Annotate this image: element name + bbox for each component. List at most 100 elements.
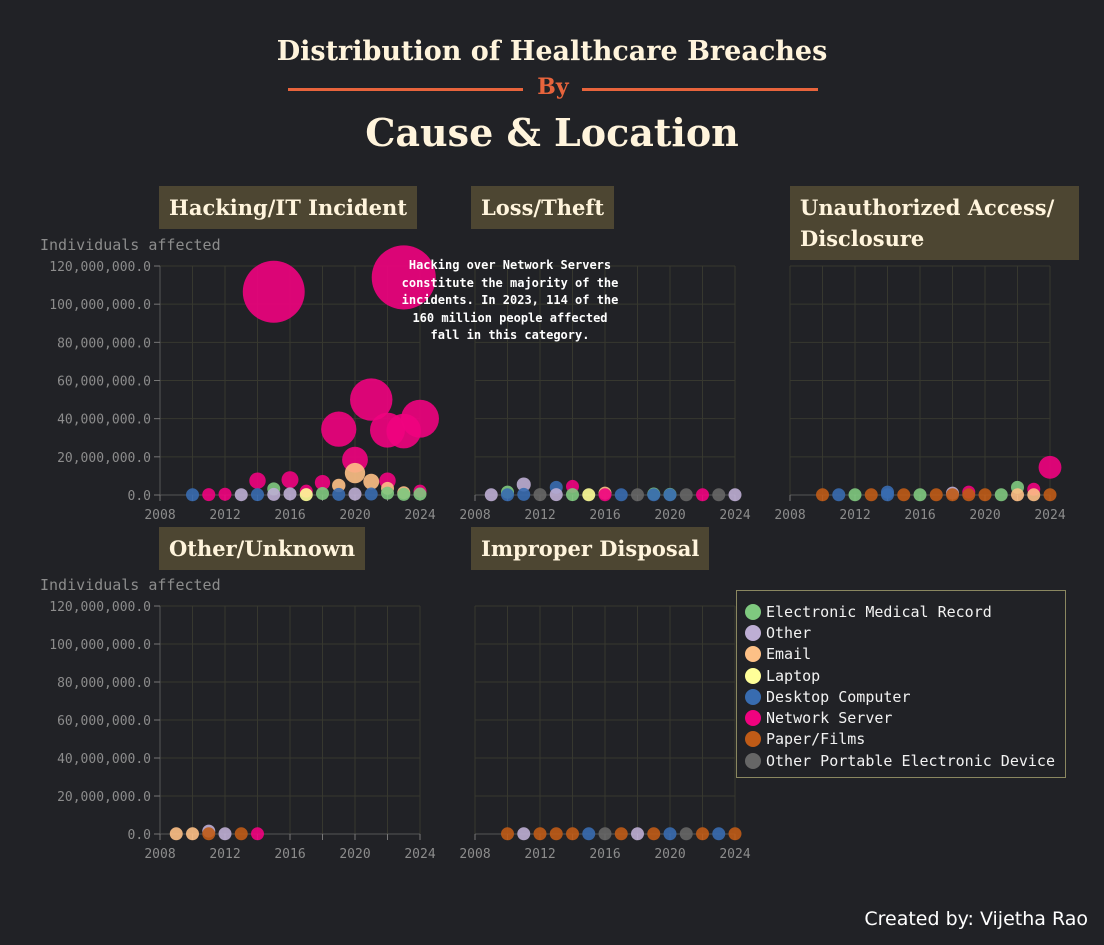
data-point-electronic-medical-record [566, 488, 579, 502]
data-point-other [283, 487, 297, 501]
legend-item-laptop: Laptop [745, 665, 1057, 686]
y-tick-label: 120,000,000.0 [49, 260, 151, 275]
x-tick-label: 2024 [719, 508, 750, 523]
data-point-desktop-computer [647, 488, 661, 502]
data-point-desktop-computer [614, 488, 628, 502]
data-point-paper-films [816, 488, 829, 502]
legend-label: Electronic Medical Record [766, 602, 992, 621]
data-point-desktop-computer [832, 488, 846, 502]
legend-label: Email [766, 645, 812, 664]
data-point-desktop-computer [501, 488, 514, 502]
data-point-paper-films [978, 488, 992, 502]
data-point-electronic-medical-record [381, 486, 394, 500]
y-tick-label: 60,000,000.0 [57, 375, 151, 390]
y-tick-label: 80,000,000.0 [57, 336, 151, 351]
data-point-desktop-computer [364, 487, 378, 501]
data-point-network-server [321, 411, 357, 447]
data-point-desktop-computer [663, 827, 677, 841]
panel-title-improper-disposal: Improper Disposal [471, 527, 710, 570]
chart-title-line1: Distribution of Healthcare Breaches [276, 36, 828, 67]
legend-label: Desktop Computer [766, 687, 911, 706]
panel-hacking-it-incident: 2008 2012 2016 2020 2024 0.0 20,000,000.0 40,00… [40, 236, 439, 523]
data-point-paper-films [647, 827, 661, 841]
data-point-network-server [1038, 455, 1062, 479]
data-point-desktop-computer [663, 488, 677, 502]
y-tick-label: 100,000,000.0 [49, 298, 151, 313]
data-point-network-server [249, 472, 266, 489]
legend-swatch [745, 667, 761, 684]
data-point-network-server [281, 471, 299, 489]
y-tick-label: 20,000,000.0 [57, 451, 151, 466]
data-point-desktop-computer [332, 487, 346, 501]
x-tick-label: 2008 [144, 508, 175, 523]
panel-loss-theft: 2008 2012 2016 2020 2024 [459, 265, 751, 523]
x-tick-label: 2016 [904, 508, 935, 523]
data-point-paper-films [929, 488, 943, 502]
legend-item-paper-films: Paper/Films [745, 729, 1057, 750]
divider-right-rule [582, 88, 818, 91]
data-point-electronic-medical-record [913, 488, 927, 502]
y-tick-label: 80,000,000.0 [57, 676, 151, 691]
x-tick-label: 2012 [209, 508, 240, 523]
x-tick-label: 2012 [524, 508, 555, 523]
annotation-note: Hacking over Network Servers constitute … [401, 258, 619, 342]
legend-item-electronic-medical-record: Electronic Medical Record [745, 601, 1057, 622]
x-tick-label: 2020 [339, 847, 370, 862]
data-point-electronic-medical-record [848, 488, 862, 502]
data-point-email [169, 827, 183, 841]
data-point-electronic-medical-record [397, 487, 411, 501]
legend-item-desktop-computer: Desktop Computer [745, 686, 1057, 707]
data-point-paper-films [1043, 488, 1057, 502]
data-point-network-server [202, 488, 216, 502]
legend-swatch [745, 646, 761, 663]
data-point-other-portable-electronic-device [712, 488, 726, 502]
data-point-paper-films [864, 488, 878, 502]
data-point-network-server [218, 487, 232, 501]
data-point-desktop-computer [881, 488, 894, 502]
data-point-desktop-computer [582, 827, 596, 841]
x-tick-label: 2008 [774, 508, 805, 523]
data-point-other [484, 488, 498, 502]
data-point-other [218, 827, 232, 841]
x-tick-label: 2024 [1034, 508, 1065, 523]
data-point-electronic-medical-record [316, 486, 329, 500]
title-by: By [537, 74, 569, 100]
data-point-paper-films [234, 827, 248, 841]
legend-swatch [745, 688, 761, 705]
data-point-desktop-computer [712, 827, 726, 841]
chart-title-line2: Cause & Location [365, 110, 739, 155]
data-point-other-portable-electronic-device [598, 827, 612, 841]
data-point-laptop [582, 488, 596, 502]
data-point-other-portable-electronic-device [679, 488, 693, 502]
data-point-other [549, 488, 563, 502]
data-point-other [516, 477, 531, 492]
panel-title-hacking: Hacking/IT Incident [159, 186, 418, 229]
data-point-paper-films [962, 488, 976, 502]
data-point-network-server [350, 378, 393, 421]
data-point-network-server [386, 413, 422, 449]
x-tick-label: 2016 [589, 508, 620, 523]
data-point-desktop-computer [186, 488, 199, 502]
legend-label: Paper/Films [766, 730, 866, 749]
data-point-other-portable-electronic-device [631, 488, 644, 502]
legend-swatch [745, 624, 761, 641]
data-point-laptop [299, 488, 313, 502]
data-point-other-portable-electronic-device [533, 488, 547, 502]
x-tick-label: 2008 [459, 847, 490, 862]
data-point-paper-films [946, 488, 959, 502]
data-point-paper-films [549, 827, 563, 841]
data-point-paper-films [202, 827, 216, 841]
y-axis-label: Individuals affected [40, 236, 221, 254]
x-tick-label: 2024 [719, 847, 750, 862]
x-tick-label: 2024 [404, 508, 435, 523]
legend-swatch [745, 752, 761, 769]
legend-label: Other [766, 623, 812, 642]
x-tick-label: 2008 [459, 508, 490, 523]
data-point-email [344, 462, 366, 484]
legend: Electronic Medical Record Other Email Lapto… [736, 590, 1066, 778]
y-tick-label: 0.0 [128, 828, 151, 843]
data-point-other [728, 488, 742, 502]
data-point-paper-films [614, 827, 628, 841]
